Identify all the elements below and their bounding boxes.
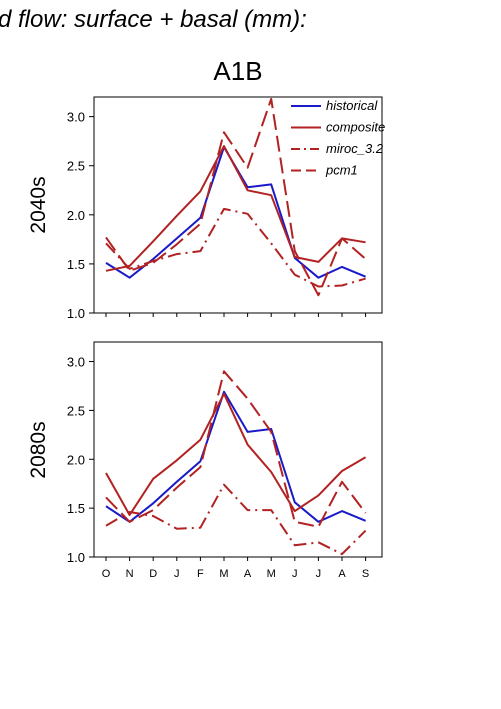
y-tick-label: 1.0 [67, 550, 85, 565]
legend-label: miroc_3.2 [326, 141, 384, 156]
x-tick-label: O [102, 568, 111, 580]
x-tick-label: S [362, 568, 369, 580]
figure-title: d flow: surface + basal (mm): [0, 6, 307, 33]
series-line-composite [105, 392, 367, 516]
y-tick-label: 2.0 [67, 452, 85, 467]
x-tick-label: A [244, 568, 252, 580]
series-line-pcm1 [105, 98, 367, 297]
panel-row-label: 2040s [27, 176, 50, 233]
y-tick-label: 3.0 [67, 355, 85, 370]
panel-2040s: 1.0 1.5 2.0 2.5 3.0 2040s [27, 96, 383, 321]
series-line-historical [105, 390, 366, 523]
legend-label: composite [326, 120, 385, 135]
y-tick-label: 1.0 [67, 306, 85, 321]
x-tick-label: D [149, 568, 157, 580]
x-tick-label: A [338, 568, 346, 580]
x-tick-label: J [292, 568, 298, 580]
x-tick-label: M [219, 568, 228, 580]
y-tick-label: 3.0 [67, 110, 85, 125]
y-tick-label: 1.5 [67, 257, 85, 272]
legend-label: pcm1 [325, 163, 358, 178]
series-line-miroc-3-2 [105, 483, 367, 556]
y-tick-label: 2.0 [67, 208, 85, 223]
series-line-composite [105, 145, 366, 272]
y-tick-label: 2.5 [67, 159, 85, 174]
plot-frame [93, 96, 383, 314]
x-tick-label: J [316, 568, 322, 580]
x-tick-label: M [267, 568, 276, 580]
panel-row-label: 2080s [27, 421, 50, 478]
y-tick-label: 2.5 [67, 403, 85, 418]
scenario-title: A1B [213, 56, 262, 86]
x-tick-label: N [126, 568, 134, 580]
series-line-pcm1 [105, 370, 367, 528]
legend-label: historical [326, 98, 378, 113]
x-tick-label: F [197, 568, 204, 580]
panel-2080s: 1.0 1.5 2.0 2.5 3.0 O N D J F M A M J J A S 2080s [27, 341, 383, 580]
legend: historical composite miroc_3.2 pcm1 [291, 98, 385, 178]
x-tick-label: J [174, 568, 180, 580]
plot-frame [93, 341, 383, 558]
y-tick-label: 1.5 [67, 501, 85, 516]
